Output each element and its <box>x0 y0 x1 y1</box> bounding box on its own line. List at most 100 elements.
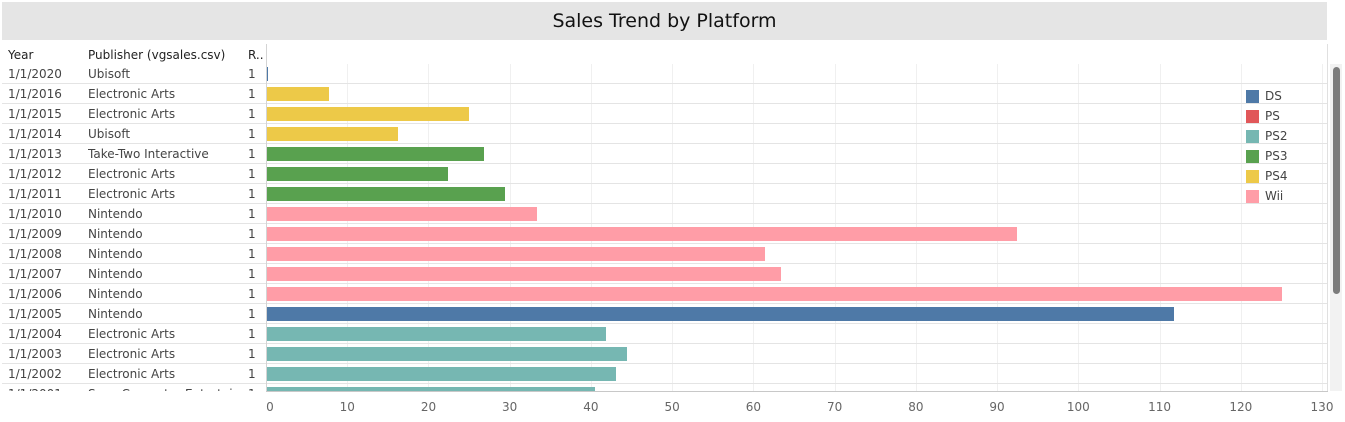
legend-label: PS <box>1265 109 1280 123</box>
row-divider <box>2 163 1327 164</box>
cell-year: 1/1/2020 <box>8 67 62 81</box>
legend-swatch <box>1246 189 1259 203</box>
x-tick-label: 30 <box>502 400 518 414</box>
cell-rank: 1 <box>248 307 256 321</box>
bar-ps2[interactable] <box>266 387 595 391</box>
x-tick-label: 50 <box>664 400 680 414</box>
legend-item-ds[interactable]: DS <box>1246 86 1288 106</box>
cell-year: 1/1/2016 <box>8 87 62 101</box>
x-tick-label: 100 <box>1066 400 1090 414</box>
cell-year: 1/1/2014 <box>8 127 62 141</box>
legend-swatch <box>1246 89 1259 103</box>
cell-year: 1/1/2007 <box>8 267 62 281</box>
plot-separator <box>266 44 267 392</box>
x-tick-label: 130 <box>1310 400 1334 414</box>
cell-year: 1/1/2005 <box>8 307 62 321</box>
cell-year: 1/1/2002 <box>8 367 62 381</box>
cell-year: 1/1/2015 <box>8 107 62 121</box>
row-divider <box>2 323 1327 324</box>
bar-wii[interactable] <box>266 227 1018 241</box>
cell-year: 1/1/2010 <box>8 207 62 221</box>
cell-publisher: Nintendo <box>88 287 143 301</box>
chart-title: Sales Trend by Platform <box>552 10 777 32</box>
row-divider <box>2 103 1327 104</box>
bar-ps3[interactable] <box>266 187 505 201</box>
cell-rank: 1 <box>248 207 256 221</box>
bar-wii[interactable] <box>266 207 538 221</box>
legend-swatch <box>1246 149 1259 163</box>
header-rank[interactable]: R.. <box>248 48 264 62</box>
cell-publisher: Nintendo <box>88 227 143 241</box>
cell-publisher: Electronic Arts <box>88 327 176 341</box>
cell-publisher: Nintendo <box>88 247 143 261</box>
legend-item-ps3[interactable]: PS3 <box>1246 146 1288 166</box>
bar-ps4[interactable] <box>266 87 330 101</box>
cell-rank: 1 <box>248 147 256 161</box>
bar-ds[interactable] <box>266 67 269 81</box>
grid-line <box>1322 64 1323 391</box>
cell-rank: 1 <box>248 367 256 381</box>
scrollbar-thumb[interactable] <box>1333 67 1340 294</box>
row-divider <box>2 343 1327 344</box>
legend-item-ps[interactable]: PS <box>1246 106 1288 126</box>
bar-ds[interactable] <box>266 307 1175 321</box>
cell-rank: 1 <box>248 127 256 141</box>
bar-ps2[interactable] <box>266 347 628 361</box>
bar-ps4[interactable] <box>266 107 470 121</box>
header-year[interactable]: Year <box>8 48 34 62</box>
row-divider <box>2 243 1327 244</box>
cell-rank: 1 <box>248 227 256 241</box>
x-tick-label: 0 <box>266 400 274 414</box>
legend-swatch <box>1246 129 1259 143</box>
cell-rank: 1 <box>248 107 256 121</box>
row-divider <box>2 263 1327 264</box>
bar-ps3[interactable] <box>266 167 448 181</box>
column-header-row: Year Publisher (vgsales.csv) R.. <box>2 44 1327 64</box>
cell-rank: 1 <box>248 327 256 341</box>
cell-year: 1/1/2006 <box>8 287 62 301</box>
cell-publisher: Electronic Arts <box>88 87 176 101</box>
grid-line <box>1078 64 1080 391</box>
x-tick-label: 90 <box>989 400 1005 414</box>
legend: DS PS PS2 PS3 PS4 Wii <box>1246 86 1288 206</box>
x-tick-label: 70 <box>826 400 843 414</box>
bar-wii[interactable] <box>266 287 1283 301</box>
header-publisher[interactable]: Publisher (vgsales.csv) <box>88 48 226 62</box>
x-tick-label: 60 <box>745 400 762 414</box>
grid-line <box>1159 64 1161 391</box>
legend-item-ps2[interactable]: PS2 <box>1246 126 1288 146</box>
legend-label: Wii <box>1265 189 1284 203</box>
table-rows: 1/1/2020 Ubisoft 1 1/1/2016 Electronic Arts 1… <box>2 64 1327 391</box>
cell-publisher: Electronic Arts <box>88 107 176 121</box>
bar-wii[interactable] <box>266 247 765 261</box>
bar-ps3[interactable] <box>266 147 484 161</box>
x-tick-label: 10 <box>339 400 355 414</box>
legend-swatch <box>1246 109 1259 123</box>
x-tick-label: 120 <box>1229 400 1253 414</box>
bar-wii[interactable] <box>266 267 781 281</box>
cell-rank: 1 <box>248 347 256 361</box>
x-axis-line <box>266 391 1328 392</box>
row-divider <box>2 283 1327 284</box>
legend-label: DS <box>1265 89 1282 103</box>
cell-rank: 1 <box>248 247 256 261</box>
bar-ps2[interactable] <box>266 327 607 341</box>
cell-publisher: Electronic Arts <box>88 347 176 361</box>
legend-item-wii[interactable]: Wii <box>1246 186 1288 206</box>
row-divider <box>2 83 1327 84</box>
bar-ps4[interactable] <box>266 127 399 141</box>
x-tick-label: 80 <box>908 400 924 414</box>
row-divider <box>2 383 1327 384</box>
cell-publisher: Ubisoft <box>88 67 131 81</box>
cell-publisher: Sony Computer Entertain... <box>88 387 238 391</box>
row-divider <box>2 303 1327 304</box>
cell-year: 1/1/2008 <box>8 247 62 261</box>
bar-ps2[interactable] <box>266 367 617 381</box>
cell-rank: 1 <box>248 287 256 301</box>
cell-rank: 1 <box>248 167 256 181</box>
legend-item-ps4[interactable]: PS4 <box>1246 166 1288 186</box>
row-divider <box>2 203 1327 204</box>
grid-line <box>1240 64 1242 391</box>
cell-year: 1/1/2004 <box>8 327 62 341</box>
x-tick-label: 40 <box>583 400 599 414</box>
